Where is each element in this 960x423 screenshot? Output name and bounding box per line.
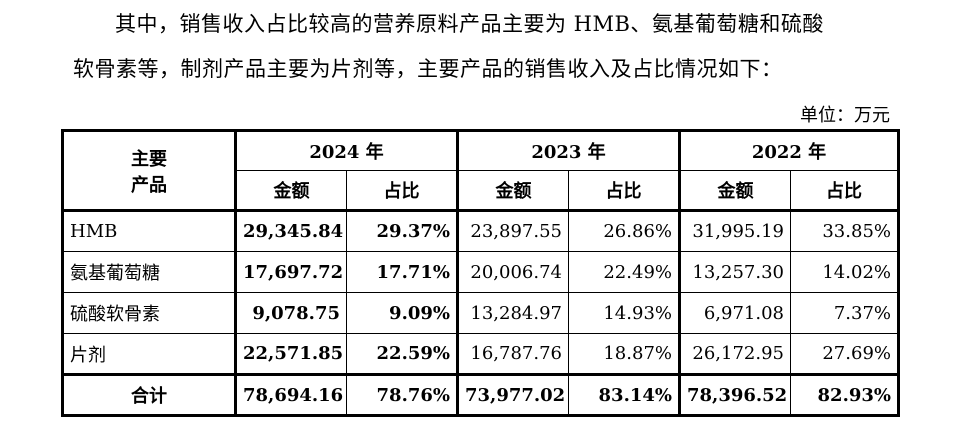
ratio-cell: 7.37% (790, 292, 899, 334)
subheader-ratio: 占比 (346, 170, 458, 211)
amount-cell: 17,697.72 (235, 251, 347, 293)
subheader-ratio: 占比 (790, 170, 899, 211)
amount-cell: 31,995.19 (678, 210, 791, 252)
amount-cell: 73,977.02 (456, 374, 569, 416)
amount-cell: 78,396.52 (678, 374, 791, 416)
table-row: 片剂 22,571.85 22.59% 16,787.76 18.87% 26,172.9… (62, 333, 899, 375)
amount-cell: 20,006.74 (456, 251, 569, 293)
unit-label: 单位：万元 (800, 105, 890, 126)
year-header-2023: 2023 年 (456, 130, 680, 171)
ratio-cell: 33.85% (790, 210, 899, 252)
ratio-cell: 82.93% (790, 374, 899, 416)
intro-line-2: 软骨素等，制剂产品主要为片剂等，主要产品的销售收入及占比情况如下： (73, 57, 783, 81)
ratio-cell: 29.37% (346, 210, 458, 252)
product-name-cell: 硫酸软骨素 (62, 292, 237, 334)
amount-cell: 23,897.55 (456, 210, 569, 252)
amount-cell: 13,284.97 (456, 292, 569, 334)
ratio-cell: 17.71% (346, 251, 458, 293)
product-name-cell: HMB (62, 210, 237, 252)
intro-paragraph: 其中，销售收入占比较高的营养原料产品主要为 HMB、氨基葡萄糖和硫酸 软骨素等，… (73, 2, 903, 92)
ratio-cell: 14.02% (790, 251, 899, 293)
amount-cell: 16,787.76 (456, 333, 569, 375)
product-name-cell: 片剂 (62, 333, 237, 375)
product-header-line1: 主要 (131, 148, 167, 170)
product-name-cell: 氨基葡萄糖 (62, 251, 237, 293)
subheader-ratio: 占比 (568, 170, 680, 211)
table-row: 硫酸软骨素 9,078.75 9.09% 13,284.97 14.93% 6,971.0… (62, 292, 899, 334)
table-row: 氨基葡萄糖 17,697.72 17.71% 20,006.74 22.49% 13,25… (62, 251, 899, 293)
ratio-cell: 26.86% (568, 210, 680, 252)
amount-cell: 9,078.75 (235, 292, 347, 334)
ratio-cell: 14.93% (568, 292, 680, 334)
amount-cell: 78,694.16 (235, 374, 347, 416)
ratio-cell: 22.59% (346, 333, 458, 375)
product-sales-table: 主要 产品 2024 年 2023 年 2022 年 金额 占比 金额 占比 金… (61, 129, 900, 417)
table-row: HMB 29,345.84 29.37% 23,897.55 26.86% 31,995.… (62, 210, 899, 252)
product-header-line2: 产品 (131, 174, 167, 196)
total-row: 合计 78,694.16 78.76% 73,977.02 83.14% 78,396.5… (62, 374, 899, 416)
subheader-amount: 金额 (678, 170, 791, 211)
subheader-amount: 金额 (235, 170, 347, 211)
ratio-cell: 83.14% (568, 374, 680, 416)
amount-cell: 6,971.08 (678, 292, 791, 334)
amount-cell: 22,571.85 (235, 333, 347, 375)
ratio-cell: 9.09% (346, 292, 458, 334)
year-header-2024: 2024 年 (235, 130, 458, 171)
ratio-cell: 22.49% (568, 251, 680, 293)
product-header-cell: 主要 产品 (62, 130, 237, 211)
amount-cell: 13,257.30 (678, 251, 791, 293)
amount-cell: 29,345.84 (235, 210, 347, 252)
total-label-cell: 合计 (62, 374, 237, 416)
ratio-cell: 27.69% (790, 333, 899, 375)
year-header-2022: 2022 年 (678, 130, 899, 171)
ratio-cell: 18.87% (568, 333, 680, 375)
ratio-cell: 78.76% (346, 374, 458, 416)
intro-line-1: 其中，销售收入占比较高的营养原料产品主要为 HMB、氨基葡萄糖和硫酸 (115, 12, 824, 36)
subheader-amount: 金额 (456, 170, 569, 211)
amount-cell: 26,172.95 (678, 333, 791, 375)
